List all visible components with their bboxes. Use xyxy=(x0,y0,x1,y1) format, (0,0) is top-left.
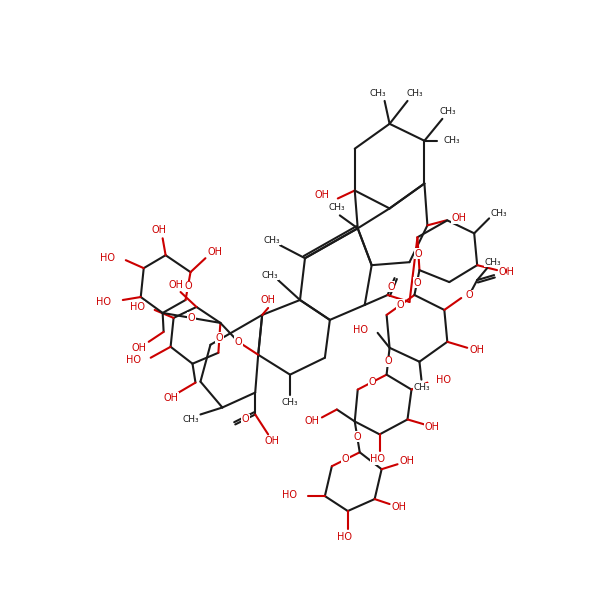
Text: CH₃: CH₃ xyxy=(264,236,280,245)
Text: O: O xyxy=(415,249,422,259)
Text: HO: HO xyxy=(282,490,297,500)
Text: O: O xyxy=(387,281,395,292)
Text: OH: OH xyxy=(265,436,280,446)
Text: OH: OH xyxy=(208,247,223,257)
Text: O: O xyxy=(368,377,376,387)
Text: O: O xyxy=(466,290,473,300)
Text: O: O xyxy=(342,454,350,464)
Text: OH: OH xyxy=(168,280,183,290)
Text: O: O xyxy=(188,313,196,323)
Text: CH₃: CH₃ xyxy=(262,271,278,280)
Text: CH₃: CH₃ xyxy=(491,209,508,218)
Text: HO: HO xyxy=(353,325,368,335)
Text: O: O xyxy=(241,415,249,424)
Text: O: O xyxy=(498,267,506,277)
Text: O: O xyxy=(353,432,361,442)
Text: HO: HO xyxy=(96,297,111,307)
Text: CH₃: CH₃ xyxy=(282,398,298,407)
Text: HO: HO xyxy=(337,532,352,542)
Text: CH₃: CH₃ xyxy=(370,89,386,98)
Text: OH: OH xyxy=(470,345,485,355)
Text: OH: OH xyxy=(131,343,146,353)
Text: O: O xyxy=(215,333,223,343)
Text: OH: OH xyxy=(399,456,414,466)
Text: CH₃: CH₃ xyxy=(329,203,345,212)
Text: HO: HO xyxy=(100,253,115,263)
Text: OH: OH xyxy=(304,416,319,427)
Text: O: O xyxy=(384,356,392,366)
Text: OH: OH xyxy=(151,226,166,235)
Text: CH₃: CH₃ xyxy=(413,383,430,392)
Text: OH: OH xyxy=(500,267,515,277)
Text: CH₃: CH₃ xyxy=(406,89,423,98)
Text: O: O xyxy=(184,281,192,291)
Text: O: O xyxy=(235,337,242,347)
Text: OH: OH xyxy=(391,502,406,512)
Text: CH₃: CH₃ xyxy=(485,257,502,266)
Text: HO: HO xyxy=(370,454,385,464)
Text: OH: OH xyxy=(425,422,440,433)
Text: OH: OH xyxy=(260,295,275,305)
Text: O: O xyxy=(397,300,404,310)
Text: CH₃: CH₃ xyxy=(182,415,199,424)
Text: HO: HO xyxy=(126,355,141,365)
Text: HO: HO xyxy=(130,302,145,312)
Text: HO: HO xyxy=(436,374,451,385)
Text: CH₃: CH₃ xyxy=(444,136,461,145)
Text: OH: OH xyxy=(452,214,467,223)
Text: O: O xyxy=(413,278,421,287)
Text: OH: OH xyxy=(163,392,178,403)
Text: CH₃: CH₃ xyxy=(440,107,457,116)
Text: OH: OH xyxy=(315,190,330,200)
